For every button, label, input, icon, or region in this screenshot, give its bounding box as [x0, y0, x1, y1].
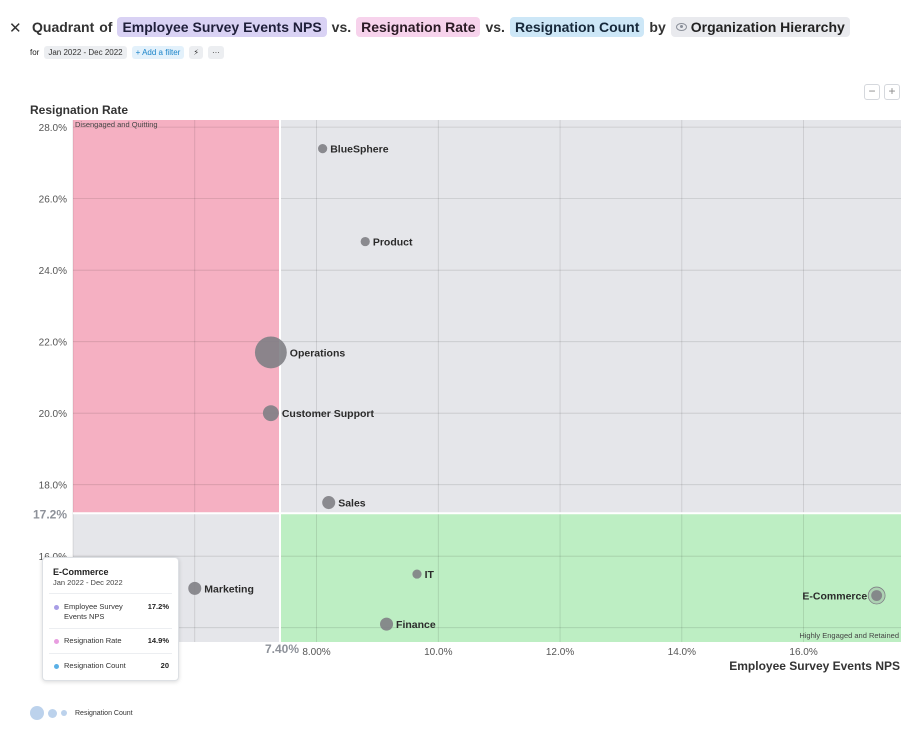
data-point — [254, 336, 287, 369]
data-point — [412, 569, 422, 579]
data-point-label: IT — [425, 569, 435, 581]
x-axis-label: Employee Survey Events NPS — [729, 659, 900, 673]
title-word-by: by — [649, 19, 666, 35]
data-point — [318, 144, 328, 154]
metric-x-pill[interactable]: Employee Survey Events NPS — [117, 17, 327, 37]
title-word-of: of — [99, 19, 113, 35]
tooltip-title: E-Commerce — [53, 567, 109, 577]
bolt-icon[interactable]: ⚡ — [189, 46, 203, 59]
size-legend-large-icon — [30, 706, 44, 720]
tooltip-row-name: Resignation Count — [64, 661, 126, 670]
x-tick-label: 8.00% — [302, 647, 330, 658]
size-legend-label: Resignation Count — [75, 709, 133, 717]
data-point-label: Marketing — [204, 583, 254, 595]
x-tick-label: 14.0% — [668, 647, 696, 658]
filter-bar: for Jan 2022 - Dec 2022 + Add a filter ⚡… — [30, 46, 224, 59]
dimension-pill[interactable]: Organization Hierarchy — [670, 17, 850, 37]
y-tick-label: 24.0% — [39, 266, 67, 277]
x-tick-label: 16.0% — [789, 647, 817, 658]
x-tick-label: 12.0% — [546, 647, 574, 658]
metric-size-pill[interactable]: Resignation Count — [509, 17, 645, 37]
tooltip-divider — [49, 628, 172, 629]
threshold-y-label: 17.2% — [33, 507, 67, 521]
zoom-in-button[interactable]: + — [884, 84, 900, 100]
data-point — [871, 590, 883, 601]
data-point — [262, 405, 279, 422]
size-legend-medium-icon — [48, 708, 57, 718]
quadrant-label-bottom-right: Highly Engaged and Retained — [799, 631, 899, 640]
legend-dot-icon — [54, 664, 59, 669]
size-legend: Resignation Count — [30, 706, 133, 720]
hover-tooltip: E-Commerce Jan 2022 - Dec 2022 Employee … — [42, 557, 179, 681]
data-point-label: Product — [373, 237, 413, 249]
quadrant-top-left — [73, 120, 280, 514]
chart-header: ✕ Quadrant of Employee Survey Events NPS… — [0, 14, 914, 42]
title-word-quadrant[interactable]: Quadrant — [32, 19, 95, 35]
y-tick-label: 22.0% — [39, 338, 67, 349]
data-point — [380, 617, 394, 631]
tooltip-row-value: 17.2% — [147, 602, 169, 611]
quadrant-label-top-left: Disengaged and Quitting — [75, 120, 158, 129]
zoom-out-button[interactable]: − — [864, 84, 880, 100]
close-icon[interactable]: ✕ — [9, 20, 22, 37]
data-point-label: BlueSphere — [330, 144, 389, 156]
data-point-label: Finance — [396, 619, 436, 631]
threshold-x-label: 7.40% — [265, 642, 299, 656]
title-word-vs: vs. — [331, 19, 352, 35]
tooltip-row-name: Employee Survey Events NPS — [64, 602, 123, 621]
y-axis-label: Resignation Rate — [30, 103, 129, 117]
tooltip-row-rate: Resignation Rate 14.9% — [53, 636, 169, 648]
y-tick-label: 18.0% — [39, 481, 67, 492]
tooltip-row-count: Resignation Count 20 — [53, 661, 169, 673]
metric-y-pill[interactable]: Resignation Rate — [356, 17, 481, 37]
y-tick-label: 20.0% — [39, 409, 67, 420]
quadrant-bottom-right — [280, 513, 901, 642]
tooltip-row-nps: Employee Survey Events NPS 17.2% — [53, 602, 169, 624]
legend-dot-icon — [54, 605, 59, 610]
tooltip-row-name: Resignation Rate — [64, 636, 122, 645]
data-point — [322, 496, 336, 510]
for-label: for — [30, 48, 40, 57]
size-legend-small-icon — [61, 710, 67, 716]
query-title: Quadrant of Employee Survey Events NPS v… — [32, 17, 850, 37]
data-point — [188, 581, 202, 595]
eye-icon[interactable] — [675, 23, 687, 31]
quadrant-top-right — [280, 120, 901, 514]
legend-dot-icon — [54, 639, 59, 644]
data-point-label: Customer Support — [282, 408, 375, 420]
y-tick-label: 28.0% — [39, 123, 67, 134]
more-options-button[interactable]: ··· — [207, 46, 224, 59]
title-word-vs: vs. — [485, 19, 505, 35]
date-range-chip[interactable]: Jan 2022 - Dec 2022 — [44, 46, 127, 59]
dimension-label: Organization Hierarchy — [690, 19, 845, 35]
tooltip-row-value: 20 — [160, 661, 169, 670]
tooltip-divider — [49, 593, 172, 594]
data-point-label: Operations — [290, 347, 346, 359]
data-point-label: Sales — [338, 498, 366, 510]
data-point — [360, 236, 370, 247]
tooltip-date: Jan 2022 - Dec 2022 — [53, 578, 123, 587]
tooltip-row-value: 14.9% — [147, 636, 169, 645]
tooltip-divider — [49, 653, 172, 654]
add-filter-button[interactable]: + Add a filter — [131, 46, 185, 59]
x-tick-label: 10.0% — [424, 647, 452, 658]
data-point-label: E-Commerce — [802, 591, 867, 603]
y-tick-label: 26.0% — [39, 195, 67, 206]
